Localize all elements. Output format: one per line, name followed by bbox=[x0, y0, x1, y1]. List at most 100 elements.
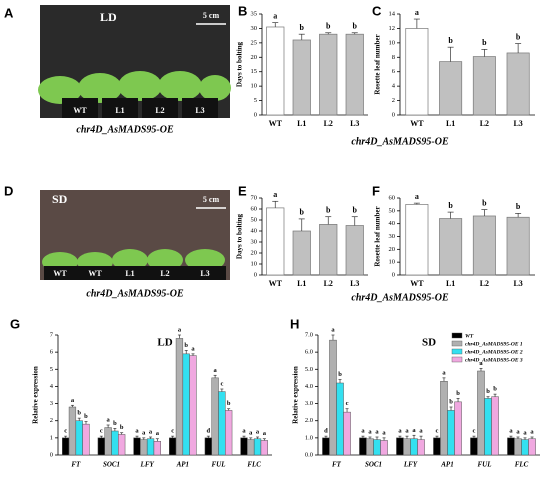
y-tick-label: 2 bbox=[50, 417, 53, 424]
pot-label: L3 bbox=[200, 269, 209, 278]
significance-letter: a bbox=[256, 428, 260, 435]
x-tick-label: L3 bbox=[513, 119, 522, 128]
y-tick-label: 4 bbox=[50, 383, 54, 390]
panel-letter: H bbox=[290, 316, 299, 331]
bar bbox=[417, 439, 425, 456]
x-tick-label: SOC1 bbox=[103, 461, 120, 469]
significance-letter: a bbox=[142, 429, 146, 436]
bar bbox=[405, 204, 429, 276]
scale-label: 5 cm bbox=[203, 195, 220, 204]
legend-swatch bbox=[451, 332, 463, 339]
y-tick-label: 0 bbox=[254, 271, 257, 278]
pot-label: WT bbox=[53, 269, 67, 278]
significance-letter: b bbox=[449, 398, 453, 405]
significance-letter: a bbox=[415, 192, 419, 201]
significance-letter: b bbox=[456, 390, 460, 397]
pots bbox=[44, 266, 226, 280]
y-axis-label: Relative expression bbox=[292, 366, 300, 424]
y-tick-label: 6.0 bbox=[305, 349, 313, 356]
x-tick-label: AP1 bbox=[176, 461, 189, 469]
significance-letter: a bbox=[106, 416, 110, 423]
legend-swatch bbox=[451, 348, 463, 355]
legend-label: WT bbox=[465, 333, 474, 339]
scale-label: 5 cm bbox=[203, 11, 220, 20]
caption: chr4D_AsMADS95-OE bbox=[76, 124, 174, 135]
x-tick-label: FT bbox=[71, 461, 81, 469]
significance-letter: a bbox=[516, 428, 520, 435]
x-tick-label: L1 bbox=[297, 279, 306, 288]
bar bbox=[528, 438, 536, 456]
significance-letter: b bbox=[326, 22, 331, 31]
bar bbox=[470, 437, 478, 456]
bar bbox=[146, 438, 155, 456]
significance-letter: a bbox=[368, 428, 372, 435]
bar bbox=[506, 216, 530, 276]
significance-letter: b bbox=[486, 388, 490, 395]
y-tick-label: 6 bbox=[392, 68, 396, 75]
y-tick-label: 2 bbox=[392, 97, 395, 104]
y-tick-label: 70 bbox=[251, 194, 258, 201]
significance-letter: b bbox=[84, 413, 88, 420]
bar bbox=[240, 437, 248, 456]
bar bbox=[211, 377, 219, 456]
x-tick-label: WT bbox=[410, 279, 424, 288]
x-tick-label: AP1 bbox=[440, 461, 453, 469]
legend-label: chr4D_AsMADS95-OE 3 bbox=[465, 357, 523, 363]
bar bbox=[140, 439, 148, 456]
panel-letter: D bbox=[4, 183, 13, 198]
significance-letter: b bbox=[113, 420, 117, 427]
significance-letter: a bbox=[149, 428, 153, 435]
x-tick-label: WT bbox=[269, 279, 283, 288]
bar bbox=[260, 440, 268, 456]
x-tick-label: L1 bbox=[446, 279, 455, 288]
significance-letter: a bbox=[178, 326, 182, 333]
bar bbox=[472, 215, 496, 276]
significance-letter: c bbox=[436, 428, 439, 435]
x-tick-label: L2 bbox=[480, 119, 489, 128]
bar bbox=[182, 353, 190, 456]
significance-letter: a bbox=[523, 429, 527, 436]
bar bbox=[345, 225, 364, 276]
y-tick-label: 20 bbox=[251, 249, 258, 256]
y-tick-label: 3.0 bbox=[305, 400, 313, 407]
bar bbox=[506, 52, 530, 116]
y-tick-label: 5 bbox=[254, 97, 257, 104]
significance-letter: c bbox=[64, 428, 67, 435]
significance-letter: a bbox=[375, 428, 379, 435]
bar bbox=[484, 398, 492, 456]
pot-label: L1 bbox=[115, 106, 124, 115]
bar bbox=[410, 438, 418, 456]
bar bbox=[329, 339, 337, 456]
significance-letter: c bbox=[473, 428, 476, 435]
significance-letter: a bbox=[135, 428, 139, 435]
bar bbox=[405, 28, 429, 116]
bar bbox=[189, 355, 197, 456]
significance-letter: a bbox=[71, 397, 75, 404]
significance-letter: b bbox=[516, 32, 521, 41]
y-axis-label: Days to bolting bbox=[236, 41, 244, 87]
significance-letter: b bbox=[184, 342, 188, 349]
bar bbox=[507, 437, 515, 456]
significance-letter: a bbox=[331, 326, 335, 333]
y-tick-label: 5 bbox=[50, 366, 53, 373]
y-tick-label: 30 bbox=[251, 25, 258, 32]
y-tick-label: 1.0 bbox=[305, 434, 313, 441]
bar bbox=[253, 438, 262, 456]
bar bbox=[118, 434, 126, 456]
condition-label: LD bbox=[100, 10, 117, 24]
plants bbox=[38, 71, 231, 104]
y-tick-label: 40 bbox=[389, 220, 396, 227]
pot-label: WT bbox=[88, 269, 102, 278]
y-tick-label: 30 bbox=[389, 233, 396, 240]
x-tick-label: SOC1 bbox=[365, 461, 382, 469]
panel-letter: B bbox=[238, 3, 247, 18]
pot-label: L2 bbox=[160, 269, 169, 278]
x-tick-label: FLC bbox=[247, 461, 261, 469]
significance-letter: c bbox=[100, 428, 103, 435]
bar bbox=[403, 438, 411, 456]
y-tick-label: 10 bbox=[389, 39, 396, 46]
bar bbox=[218, 391, 226, 456]
bar bbox=[266, 207, 285, 276]
y-tick-label: 50 bbox=[251, 216, 258, 223]
